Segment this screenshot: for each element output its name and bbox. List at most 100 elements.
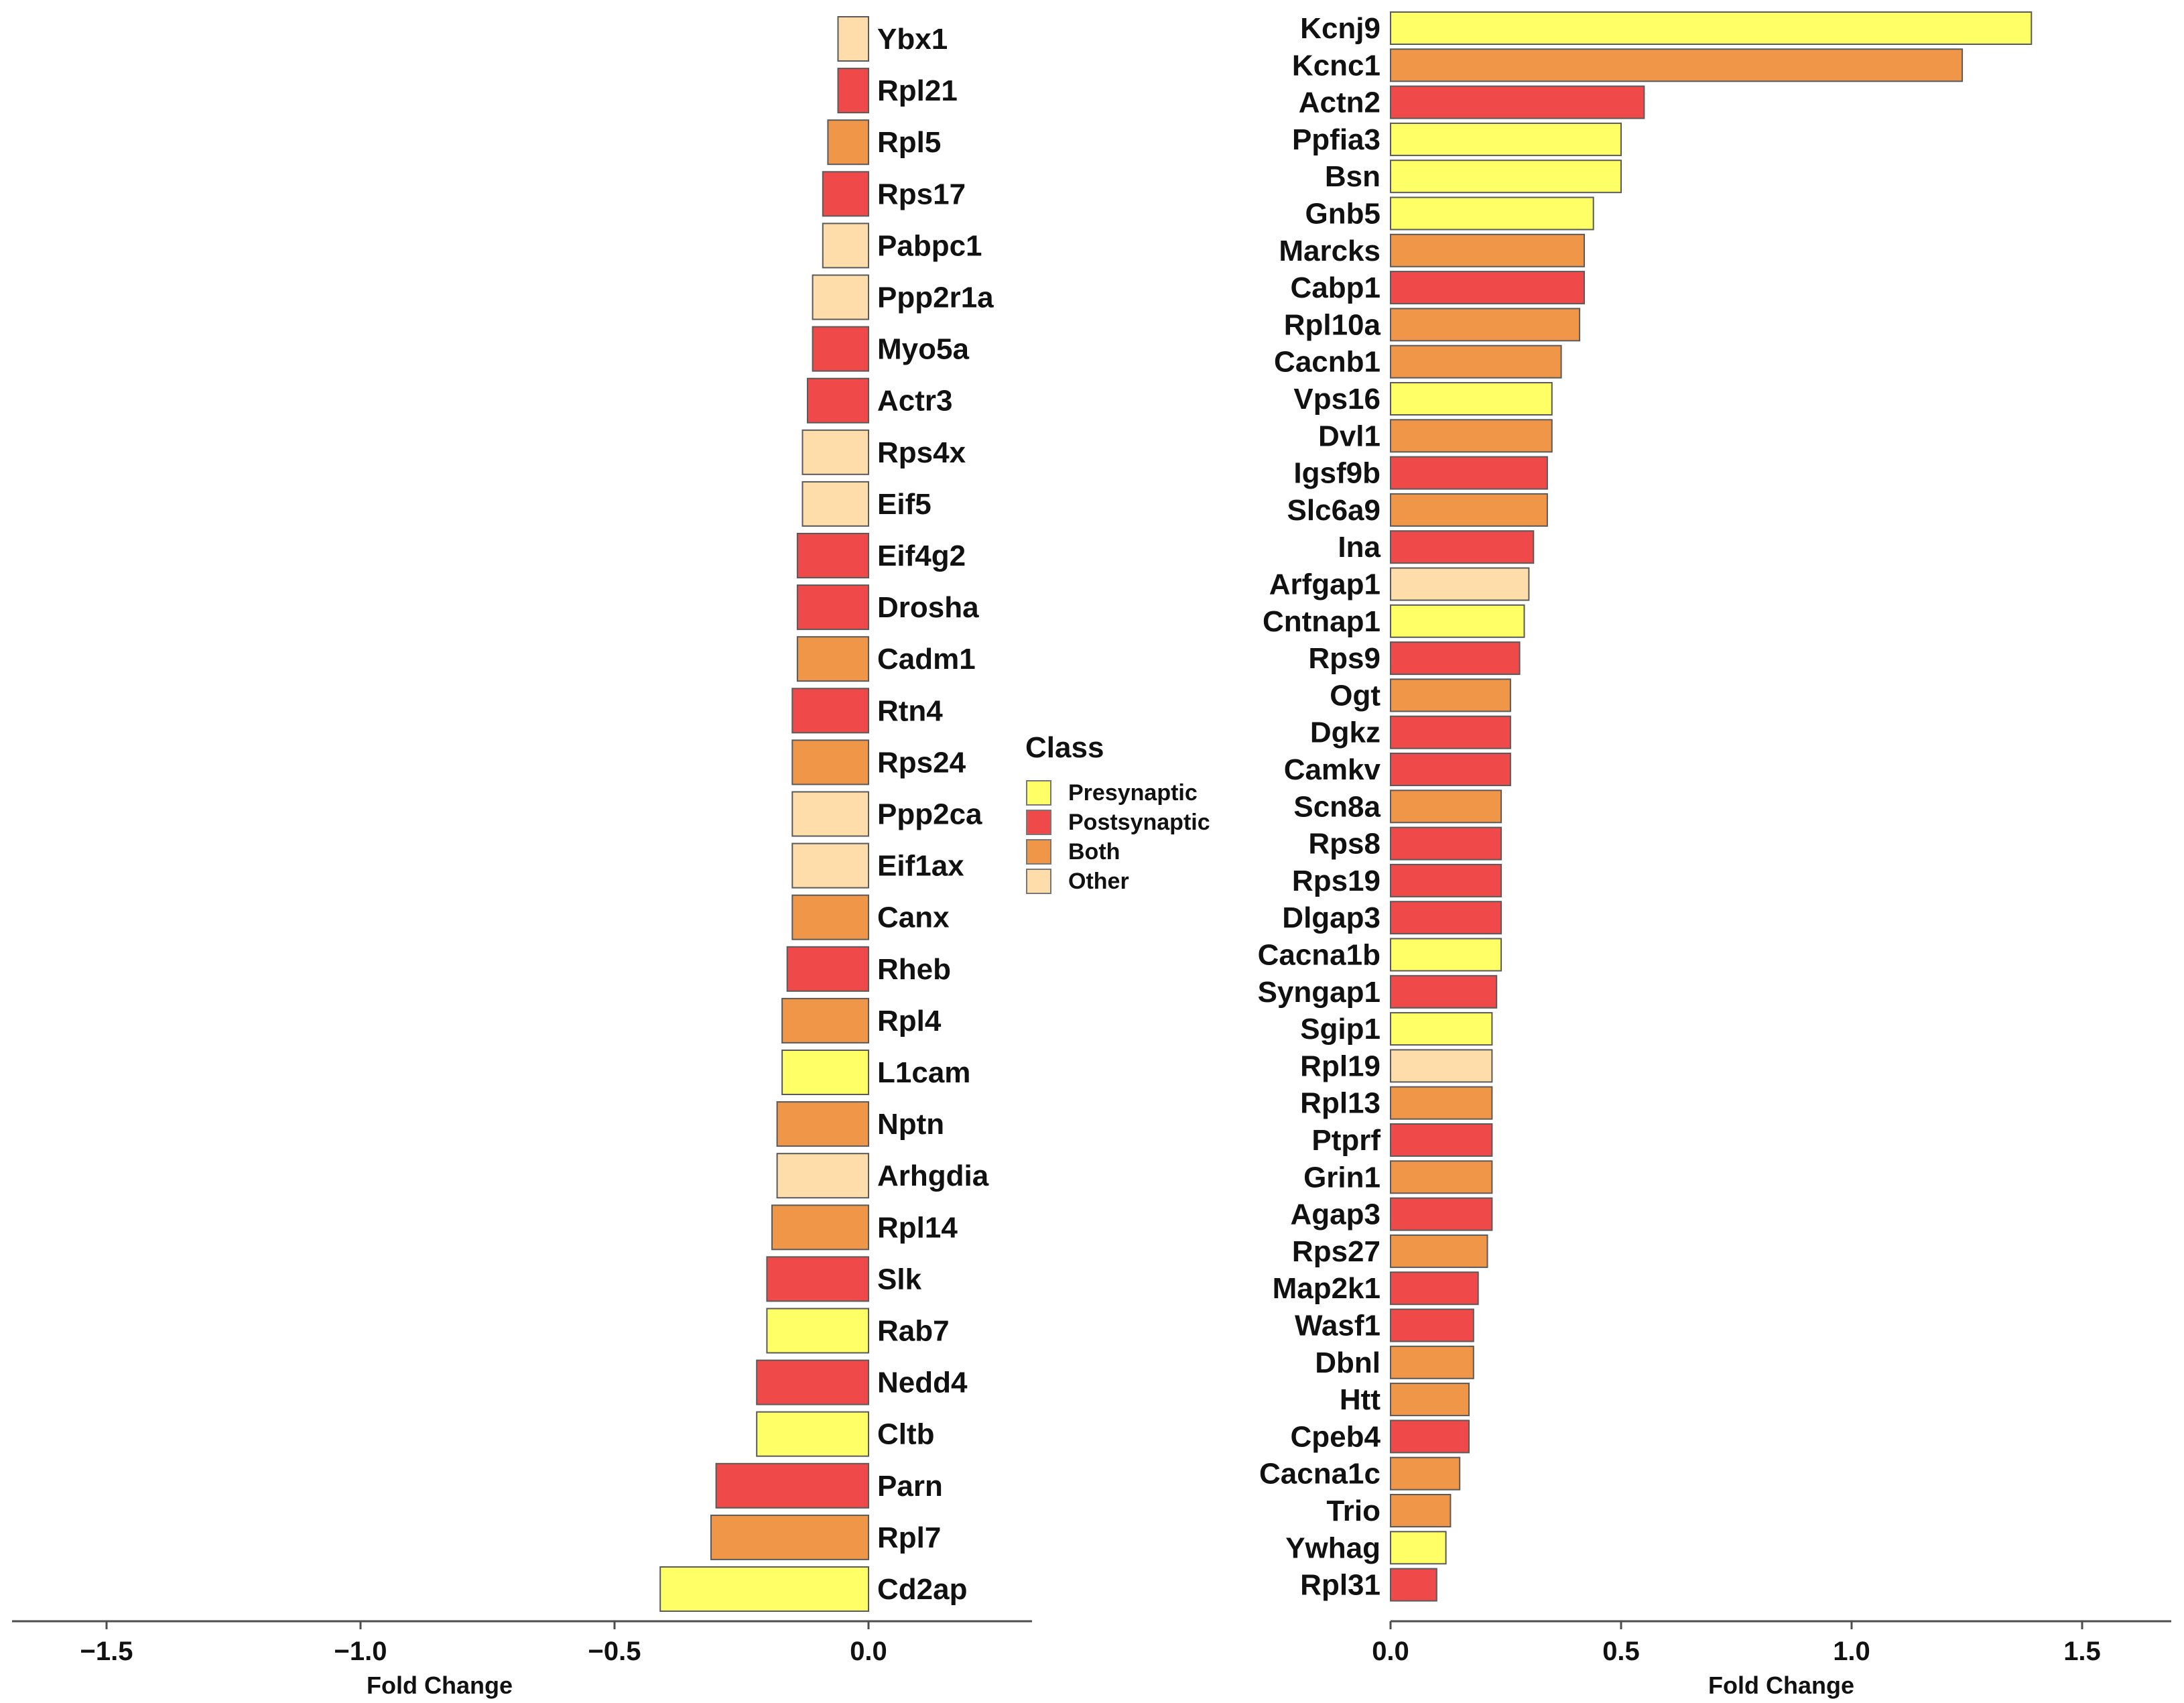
bar-rpl13	[1390, 1086, 1493, 1120]
gene-label-trio: Trio	[1326, 1495, 1380, 1527]
left-tick-label: 0.0	[850, 1637, 887, 1666]
gene-label-drosha: Drosha	[877, 591, 979, 624]
bar-htt	[1390, 1383, 1470, 1417]
bar-rpl14	[771, 1204, 869, 1251]
bar-arhgdia	[776, 1153, 869, 1199]
bar-rpl10a	[1390, 308, 1581, 342]
right-tick-label: 0.5	[1602, 1637, 1640, 1666]
gene-label-cabp1: Cabp1	[1291, 271, 1380, 304]
gene-label-rab7: Rab7	[877, 1315, 950, 1348]
gene-label-scn8a: Scn8a	[1293, 790, 1380, 823]
bar-cacna1b	[1390, 938, 1502, 972]
left-x-axis-title: Fold Change	[367, 1672, 513, 1699]
gene-label-cacna1c: Cacna1c	[1259, 1458, 1380, 1491]
gene-label-dvl1: Dvl1	[1318, 420, 1380, 452]
gene-label-gnb5: Gnb5	[1305, 198, 1380, 231]
gene-label-rps19: Rps19	[1292, 865, 1380, 897]
bar-ppp2ca	[791, 791, 870, 837]
bar-nedd4	[756, 1359, 869, 1405]
bar-ppp2r1a	[812, 274, 869, 320]
gene-label-grin1: Grin1	[1303, 1161, 1380, 1194]
gene-label-camkv: Camkv	[1284, 753, 1381, 786]
gene-label-parn: Parn	[877, 1470, 943, 1503]
left-tick-label: −0.5	[588, 1637, 641, 1666]
gene-label-eif5: Eif5	[877, 488, 932, 521]
bar-kcnc1	[1390, 48, 1964, 82]
class-legend: Class Presynaptic Postsynaptic Both Other	[1025, 731, 1210, 894]
gene-label-vps16: Vps16	[1293, 383, 1380, 416]
legend-key-presynaptic	[1026, 780, 1051, 806]
bar-cacnb1	[1390, 344, 1562, 379]
gene-label-rps8: Rps8	[1308, 828, 1380, 861]
right-tick-label: 0.0	[1372, 1637, 1409, 1666]
legend-title: Class	[1025, 731, 1104, 764]
gene-label-rpl31: Rpl31	[1300, 1569, 1380, 1602]
bar-cd2ap	[659, 1566, 869, 1612]
gene-label-igsf9b: Igsf9b	[1293, 457, 1380, 490]
bar-grin1	[1390, 1160, 1493, 1194]
legend-label-both: Both	[1068, 839, 1120, 865]
bar-rps8	[1390, 826, 1502, 861]
bar-eif4g2	[796, 533, 870, 578]
bar-ina	[1390, 530, 1535, 564]
gene-label-cacnb1: Cacnb1	[1274, 346, 1380, 379]
gene-label-marcks: Marcks	[1279, 235, 1380, 267]
gene-label-ogt: Ogt	[1330, 679, 1380, 712]
legend-label-other: Other	[1068, 869, 1129, 894]
gene-label-ybx1: Ybx1	[877, 23, 948, 56]
bar-rpl5	[827, 119, 870, 166]
gene-label-rps27: Rps27	[1292, 1235, 1380, 1268]
bar-cacna1c	[1390, 1456, 1461, 1491]
gene-label-wasf1: Wasf1	[1295, 1310, 1380, 1342]
gene-label-arhgdia: Arhgdia	[877, 1159, 989, 1192]
bar-dgkz	[1390, 715, 1511, 749]
bar-trio	[1390, 1494, 1452, 1527]
right-x-axis-title: Fold Change	[1708, 1672, 1854, 1699]
legend-label-postsynaptic: Postsynaptic	[1068, 810, 1210, 835]
bar-scn8a	[1390, 790, 1502, 824]
gene-label-canx: Canx	[877, 901, 950, 934]
gene-label-map2k1: Map2k1	[1273, 1272, 1380, 1305]
gene-label-cltb: Cltb	[877, 1418, 935, 1451]
gene-label-cadm1: Cadm1	[877, 643, 976, 676]
bar-wasf1	[1390, 1308, 1474, 1342]
gene-label-rps24: Rps24	[877, 746, 966, 779]
gene-label-myo5a: Myo5a	[877, 333, 969, 366]
bar-ywhag	[1390, 1531, 1447, 1565]
bar-ogt	[1390, 678, 1511, 712]
gene-label-slk: Slk	[877, 1263, 922, 1296]
gene-label-rpl14: Rpl14	[877, 1211, 958, 1244]
negative-fold-change-panel: Ybx1 Rpl21 Rpl5 Rps17 Pabpc1 Ppp2r1a Myo5a Actr…	[12, 16, 1032, 1699]
bar-eif5	[801, 481, 869, 527]
gene-label-ptprf: Ptprf	[1311, 1124, 1380, 1157]
gene-label-actn2: Actn2	[1299, 86, 1380, 119]
gene-label-cd2ap: Cd2ap	[877, 1573, 967, 1606]
gene-label-dgkz: Dgkz	[1310, 716, 1380, 749]
gene-label-ppp2ca: Ppp2ca	[877, 798, 982, 831]
gene-label-eif1ax: Eif1ax	[877, 850, 964, 883]
bar-l1cam	[781, 1050, 869, 1095]
bar-eif1ax	[791, 842, 870, 889]
bar-slc6a9	[1390, 493, 1548, 527]
bar-myo5a	[812, 326, 869, 372]
gene-label-bsn: Bsn	[1325, 160, 1380, 193]
bar-cltb	[756, 1411, 869, 1457]
gene-label-ppp2r1a: Ppp2r1a	[877, 281, 994, 314]
gene-label-arfgap1: Arfgap1	[1269, 568, 1380, 601]
gene-label-nptn: Nptn	[877, 1108, 944, 1141]
bar-rpl19	[1390, 1049, 1493, 1083]
bar-sgip1	[1390, 1012, 1493, 1046]
bar-rps9	[1390, 641, 1521, 676]
gene-label-rtn4: Rtn4	[877, 694, 943, 727]
gene-label-slc6a9: Slc6a9	[1287, 494, 1380, 527]
bar-dvl1	[1390, 419, 1553, 453]
gene-label-kcnj9: Kcnj9	[1300, 12, 1380, 45]
right-tick-label: 1.0	[1833, 1637, 1870, 1666]
bar-bsn	[1390, 160, 1622, 194]
bar-marcks	[1390, 233, 1585, 267]
gene-label-ppfia3: Ppfia3	[1292, 123, 1380, 156]
gene-label-htt: Htt	[1340, 1383, 1380, 1416]
gene-label-dbnl: Dbnl	[1315, 1346, 1380, 1379]
gene-label-rpl5: Rpl5	[877, 126, 941, 159]
